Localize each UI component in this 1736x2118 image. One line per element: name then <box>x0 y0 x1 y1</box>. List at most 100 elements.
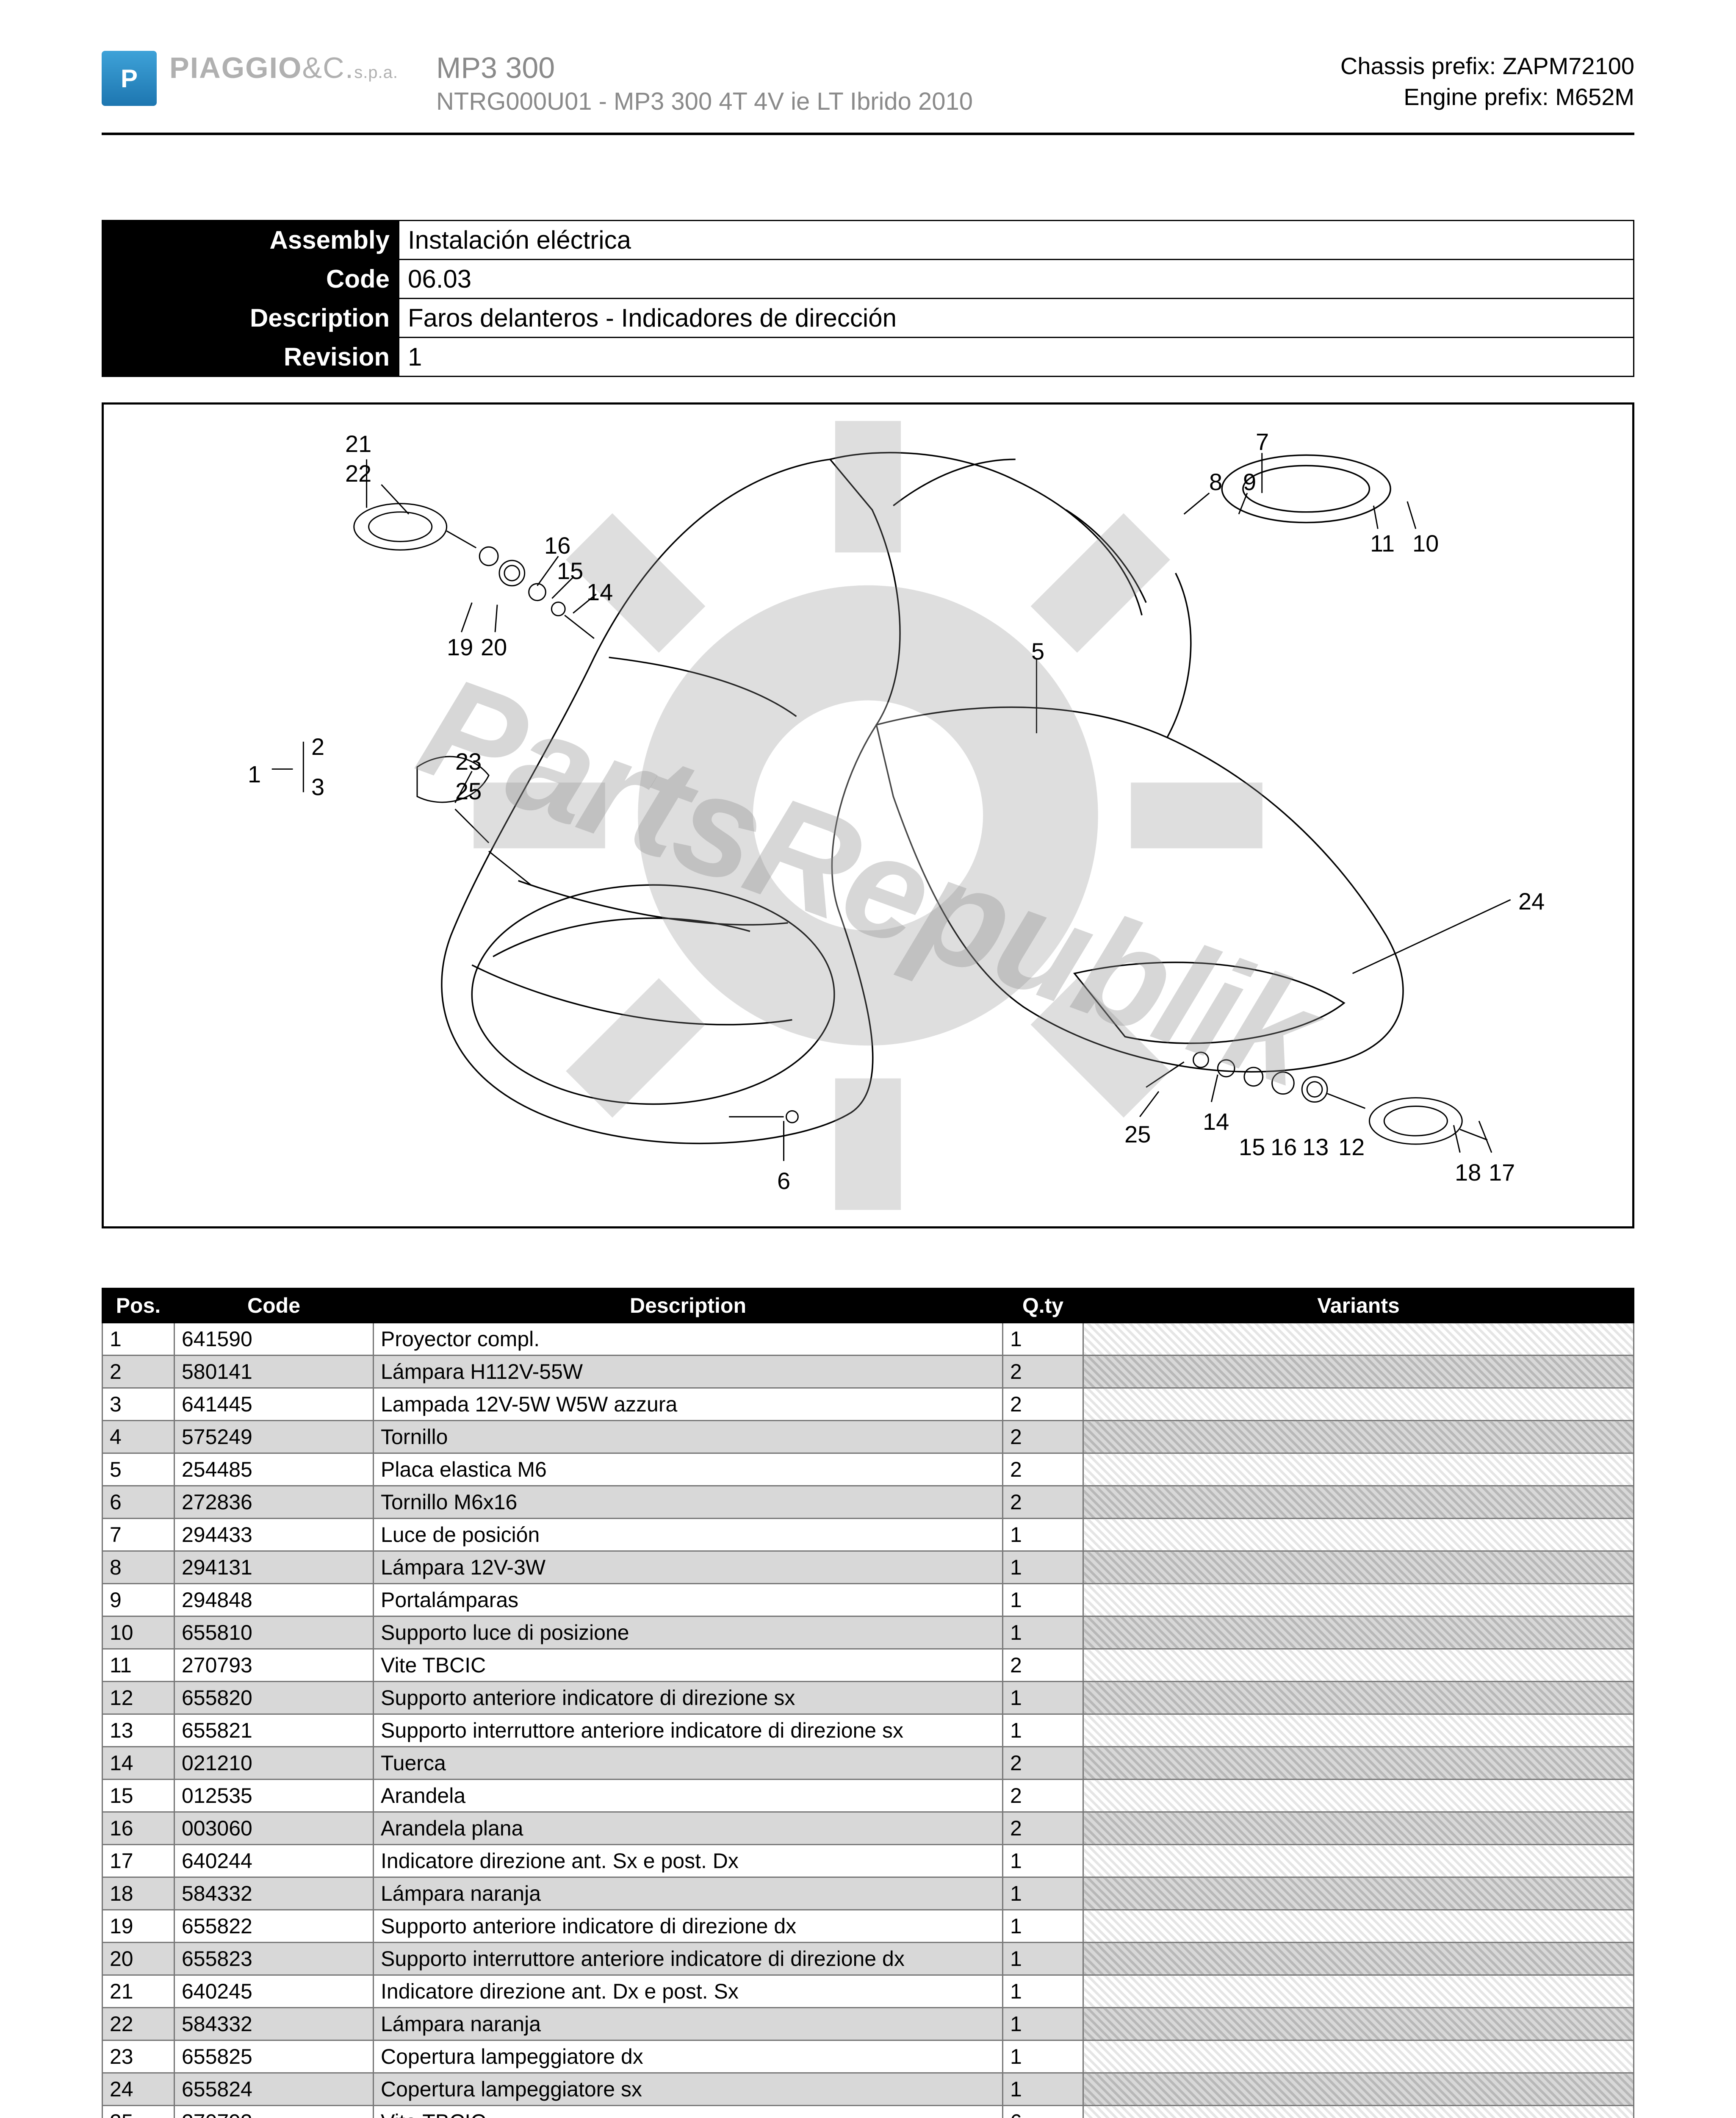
cell-pos: 17 <box>102 1845 174 1877</box>
cell-qty: 1 <box>1003 2073 1083 2106</box>
cell-desc: Lámpara naranja <box>374 2008 1003 2040</box>
cell-var <box>1083 2073 1634 2106</box>
cell-qty: 1 <box>1003 1845 1083 1877</box>
cell-pos: 6 <box>102 1486 174 1519</box>
cell-pos: 16 <box>102 1812 174 1845</box>
table-row: 13 655821 Supporto interruttore anterior… <box>102 1714 1634 1747</box>
cell-qty: 2 <box>1003 1453 1083 1486</box>
info-row: Code 06.03 <box>102 260 1634 299</box>
cell-var <box>1083 1975 1634 2008</box>
table-row: 7 294433 Luce de posición 1 <box>102 1519 1634 1551</box>
cell-code: 655821 <box>174 1714 374 1747</box>
cell-qty: 2 <box>1003 1356 1083 1388</box>
brand-block: PIAGGIO&C.s.p.a. <box>169 51 398 85</box>
col-code: Code <box>174 1289 374 1323</box>
cell-desc: Indicatore direzione ant. Sx e post. Dx <box>374 1845 1003 1877</box>
cell-desc: Supporto luce di posizione <box>374 1616 1003 1649</box>
cell-var <box>1083 2040 1634 2073</box>
cell-code: 641590 <box>174 1323 374 1356</box>
cell-var <box>1083 1877 1634 1910</box>
info-row: Description Faros delanteros - Indicador… <box>102 299 1634 338</box>
cell-code: 003060 <box>174 1812 374 1845</box>
cell-pos: 7 <box>102 1519 174 1551</box>
cell-code: 584332 <box>174 1877 374 1910</box>
table-row: 19 655822 Supporto anteriore indicatore … <box>102 1910 1634 1943</box>
cell-var <box>1083 1584 1634 1616</box>
cell-code: 294131 <box>174 1551 374 1584</box>
cell-var <box>1083 1519 1634 1551</box>
table-row: 14 021210 Tuerca 2 <box>102 1747 1634 1780</box>
cell-desc: Indicatore direzione ant. Dx e post. Sx <box>374 1975 1003 2008</box>
cell-desc: Supporto interruttore anteriore indicato… <box>374 1714 1003 1747</box>
cell-code: 272836 <box>174 1486 374 1519</box>
cell-qty: 1 <box>1003 1975 1083 2008</box>
info-label: Assembly <box>102 221 399 260</box>
cell-desc: Proyector compl. <box>374 1323 1003 1356</box>
cell-desc: Luce de posición <box>374 1519 1003 1551</box>
cell-var <box>1083 1682 1634 1714</box>
cell-desc: Copertura lampeggiatore sx <box>374 2073 1003 2106</box>
cell-code: 640245 <box>174 1975 374 2008</box>
cell-var <box>1083 1486 1634 1519</box>
cell-qty: 1 <box>1003 2008 1083 2040</box>
cell-pos: 18 <box>102 1877 174 1910</box>
cell-var <box>1083 1323 1634 1356</box>
table-row: 9 294848 Portalámparas 1 <box>102 1584 1634 1616</box>
cell-code: 584332 <box>174 2008 374 2040</box>
diagram-callout: 15 <box>557 557 583 585</box>
cell-qty: 6 <box>1003 2106 1083 2118</box>
cell-qty: 1 <box>1003 1910 1083 1943</box>
parts-table: Pos. Code Description Q.ty Variants 1 64… <box>102 1288 1634 2118</box>
cell-qty: 2 <box>1003 1780 1083 1812</box>
diagram-callout: 20 <box>481 633 507 661</box>
cell-pos: 21 <box>102 1975 174 2008</box>
brand-text: PIAGGIO&C.s.p.a. <box>169 51 398 84</box>
cell-qty: 1 <box>1003 1616 1083 1649</box>
cell-var <box>1083 1388 1634 1421</box>
cell-code: 655825 <box>174 2040 374 2073</box>
info-row: Revision 1 <box>102 338 1634 377</box>
diagram-callout: 7 <box>1256 428 1269 455</box>
cell-desc: Copertura lampeggiatore dx <box>374 2040 1003 2073</box>
cell-desc: Lámpara 12V-3W <box>374 1551 1003 1584</box>
cell-desc: Supporto anteriore indicatore di direzio… <box>374 1682 1003 1714</box>
engine-prefix: Engine prefix: M652M <box>1340 82 1634 113</box>
diagram-callout: 11 <box>1370 530 1395 557</box>
cell-code: 270793 <box>174 2106 374 2118</box>
chassis-prefix: Chassis prefix: ZAPM72100 <box>1340 51 1634 82</box>
cell-pos: 24 <box>102 2073 174 2106</box>
table-row: 25 270793 Vite TBCIC 6 <box>102 2106 1634 2118</box>
cell-pos: 8 <box>102 1551 174 1584</box>
cell-code: 294848 <box>174 1584 374 1616</box>
header-left: P PIAGGIO&C.s.p.a. MP3 300 NTRG000U01 - … <box>102 51 973 116</box>
table-row: 10 655810 Supporto luce di posizione 1 <box>102 1616 1634 1649</box>
table-row: 15 012535 Arandela 2 <box>102 1780 1634 1812</box>
header-right: Chassis prefix: ZAPM72100 Engine prefix:… <box>1340 51 1634 113</box>
diagram-callout: 13 <box>1302 1133 1329 1161</box>
cell-code: 270793 <box>174 1649 374 1682</box>
cell-var <box>1083 1356 1634 1388</box>
cell-var <box>1083 2008 1634 2040</box>
brand-main: PIAGGIO <box>169 51 302 84</box>
brand-spa: s.p.a. <box>354 63 398 82</box>
info-value: 1 <box>399 338 1634 377</box>
cell-code: 012535 <box>174 1780 374 1812</box>
table-row: 16 003060 Arandela plana 2 <box>102 1812 1634 1845</box>
diagram-callout: 22 <box>345 460 371 487</box>
table-row: 22 584332 Lámpara naranja 1 <box>102 2008 1634 2040</box>
diagram-callout: 12 <box>1338 1133 1365 1161</box>
cell-code: 294433 <box>174 1519 374 1551</box>
cell-code: 580141 <box>174 1356 374 1388</box>
cell-desc: Arandela <box>374 1780 1003 1812</box>
cell-code: 655823 <box>174 1943 374 1975</box>
diagram-callout: 8 <box>1209 468 1222 496</box>
cell-var <box>1083 1649 1634 1682</box>
cell-var <box>1083 1714 1634 1747</box>
cell-pos: 14 <box>102 1747 174 1780</box>
cell-desc: Vite TBCIC <box>374 2106 1003 2118</box>
cell-code: 254485 <box>174 1453 374 1486</box>
table-row: 11 270793 Vite TBCIC 2 <box>102 1649 1634 1682</box>
model-name: MP3 300 <box>436 51 973 85</box>
cell-qty: 2 <box>1003 1812 1083 1845</box>
cell-code: 655810 <box>174 1616 374 1649</box>
